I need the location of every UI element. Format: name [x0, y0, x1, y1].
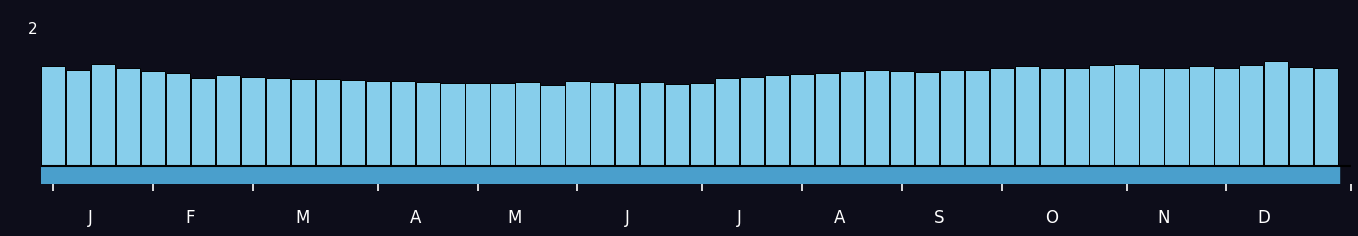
- Bar: [166, 73, 190, 166]
- Bar: [1065, 68, 1089, 166]
- Bar: [141, 71, 166, 166]
- Bar: [191, 78, 215, 166]
- Bar: [365, 81, 390, 166]
- Bar: [1139, 67, 1164, 166]
- Bar: [565, 81, 589, 166]
- Bar: [690, 83, 714, 166]
- Bar: [1115, 64, 1138, 166]
- Bar: [540, 85, 565, 166]
- Bar: [1089, 65, 1114, 166]
- Bar: [240, 76, 265, 166]
- Bar: [1190, 66, 1214, 166]
- Bar: [1264, 61, 1289, 166]
- Bar: [1214, 67, 1238, 166]
- Bar: [341, 80, 365, 166]
- Bar: [990, 68, 1014, 166]
- Bar: [1240, 65, 1263, 166]
- Bar: [115, 68, 140, 166]
- Bar: [416, 82, 440, 166]
- Bar: [1164, 68, 1188, 166]
- Bar: [591, 82, 614, 166]
- Bar: [391, 81, 414, 166]
- Bar: [67, 70, 90, 166]
- Bar: [815, 73, 839, 166]
- Bar: [940, 70, 964, 166]
- Bar: [490, 84, 515, 166]
- Bar: [615, 84, 640, 166]
- Bar: [41, 166, 1339, 184]
- Bar: [765, 75, 789, 166]
- Bar: [1289, 67, 1313, 166]
- Bar: [964, 70, 989, 166]
- Bar: [640, 82, 664, 166]
- Bar: [839, 71, 864, 166]
- Bar: [516, 82, 539, 166]
- Bar: [291, 79, 315, 166]
- Bar: [915, 72, 938, 166]
- Bar: [315, 79, 340, 166]
- Bar: [790, 75, 815, 166]
- Bar: [41, 66, 65, 166]
- Bar: [716, 78, 739, 166]
- Bar: [865, 70, 889, 166]
- Bar: [889, 71, 914, 166]
- Bar: [266, 78, 291, 166]
- Bar: [216, 75, 240, 166]
- Bar: [1040, 67, 1063, 166]
- Bar: [440, 83, 464, 166]
- Bar: [665, 84, 690, 166]
- Bar: [740, 76, 765, 166]
- Bar: [1315, 68, 1339, 166]
- Bar: [466, 83, 490, 166]
- Bar: [91, 64, 115, 166]
- Bar: [1014, 66, 1039, 166]
